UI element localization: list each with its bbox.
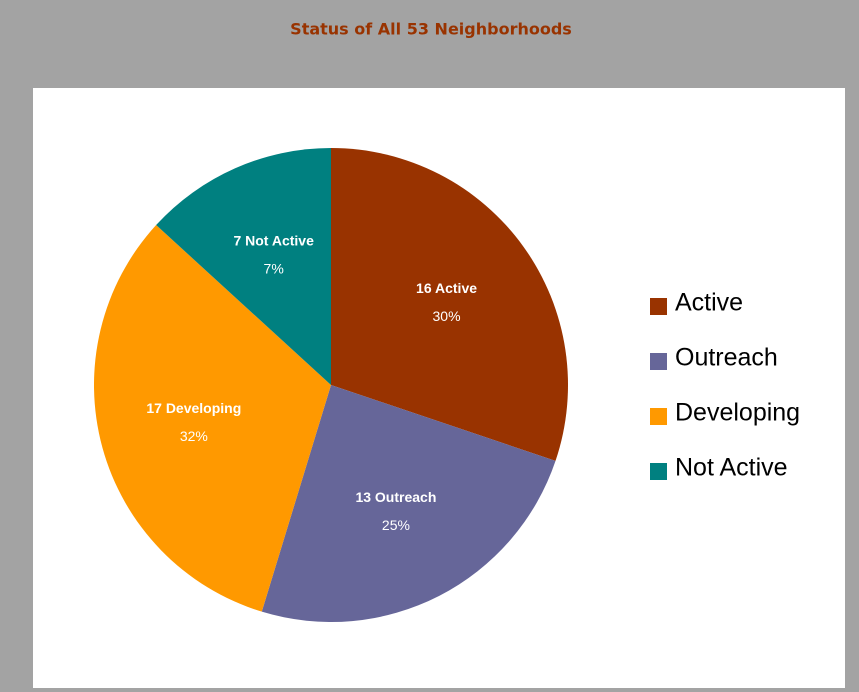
legend-swatch <box>650 408 667 425</box>
legend-label: Active <box>675 289 743 317</box>
chart-title: Status of All 53 Neighborhoods <box>290 20 572 39</box>
legend-swatch <box>650 353 667 370</box>
legend-swatch <box>650 298 667 315</box>
legend-label: Not Active <box>675 454 788 482</box>
pie-slice <box>331 148 568 461</box>
legend-label: Outreach <box>675 344 778 372</box>
pie-slice <box>261 385 556 622</box>
pie-slice <box>93 225 331 612</box>
pie-slice <box>156 148 331 385</box>
slice-percent: 25% <box>382 517 410 533</box>
slice-label: 7 Not Active <box>233 233 314 249</box>
legend-swatch <box>650 463 667 480</box>
legend-label: Developing <box>675 399 800 427</box>
slice-label: 16 Active <box>416 280 477 296</box>
slice-label: 13 Outreach <box>355 489 436 505</box>
slice-label: 17 Developing <box>146 400 241 416</box>
slice-percent: 30% <box>433 308 461 324</box>
slice-percent: 7% <box>264 261 284 277</box>
slice-percent: 32% <box>180 428 208 444</box>
